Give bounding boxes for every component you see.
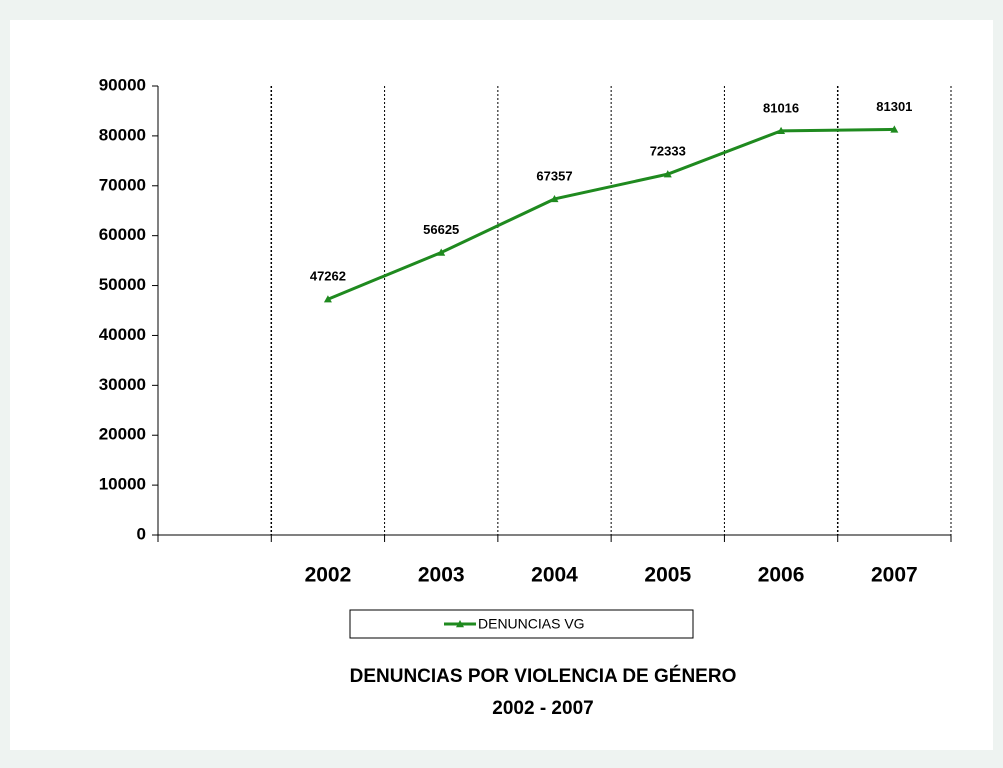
data-label: 56625: [423, 222, 459, 237]
y-tick-label: 40000: [99, 325, 146, 344]
point-marker: [550, 194, 559, 203]
y-tick-label: 30000: [99, 375, 146, 394]
y-tick-label: 20000: [99, 425, 146, 444]
legend-label: DENUNCIAS VG: [478, 616, 585, 632]
chart-title: DENUNCIAS POR VIOLENCIA DE GÉNERO: [350, 665, 737, 687]
data-label: 47262: [310, 269, 346, 284]
point-marker: [663, 170, 672, 178]
data-label: 72333: [650, 144, 686, 159]
y-tick-label: 0: [137, 524, 146, 543]
legend-box: [349, 609, 694, 639]
series-line: [327, 127, 895, 301]
y-tick-label: 80000: [99, 125, 146, 144]
x-tick-label: 2005: [644, 564, 691, 587]
y-tick-label: 10000: [99, 475, 146, 494]
x-tick-label: 2003: [418, 564, 465, 587]
x-tick-label: 2006: [758, 564, 805, 587]
x-tick-label: 2002: [305, 564, 352, 587]
point-marker: [777, 126, 786, 135]
point-marker: [890, 125, 899, 133]
data-label: 81301: [876, 99, 912, 114]
y-tick-label: 90000: [99, 75, 146, 94]
data-label: 81016: [763, 100, 799, 115]
x-tick-label: 2007: [871, 564, 918, 587]
legend-marker: [456, 620, 464, 628]
chart-subtitle: 2002 - 2007: [492, 698, 593, 719]
y-tick-label: 50000: [99, 275, 146, 294]
data-label: 67357: [536, 168, 572, 183]
point-marker: [323, 295, 332, 303]
y-tick-label: 70000: [99, 175, 146, 194]
y-tick-label: 60000: [99, 225, 146, 244]
x-tick-label: 2004: [531, 564, 578, 587]
point-marker: [437, 248, 446, 256]
